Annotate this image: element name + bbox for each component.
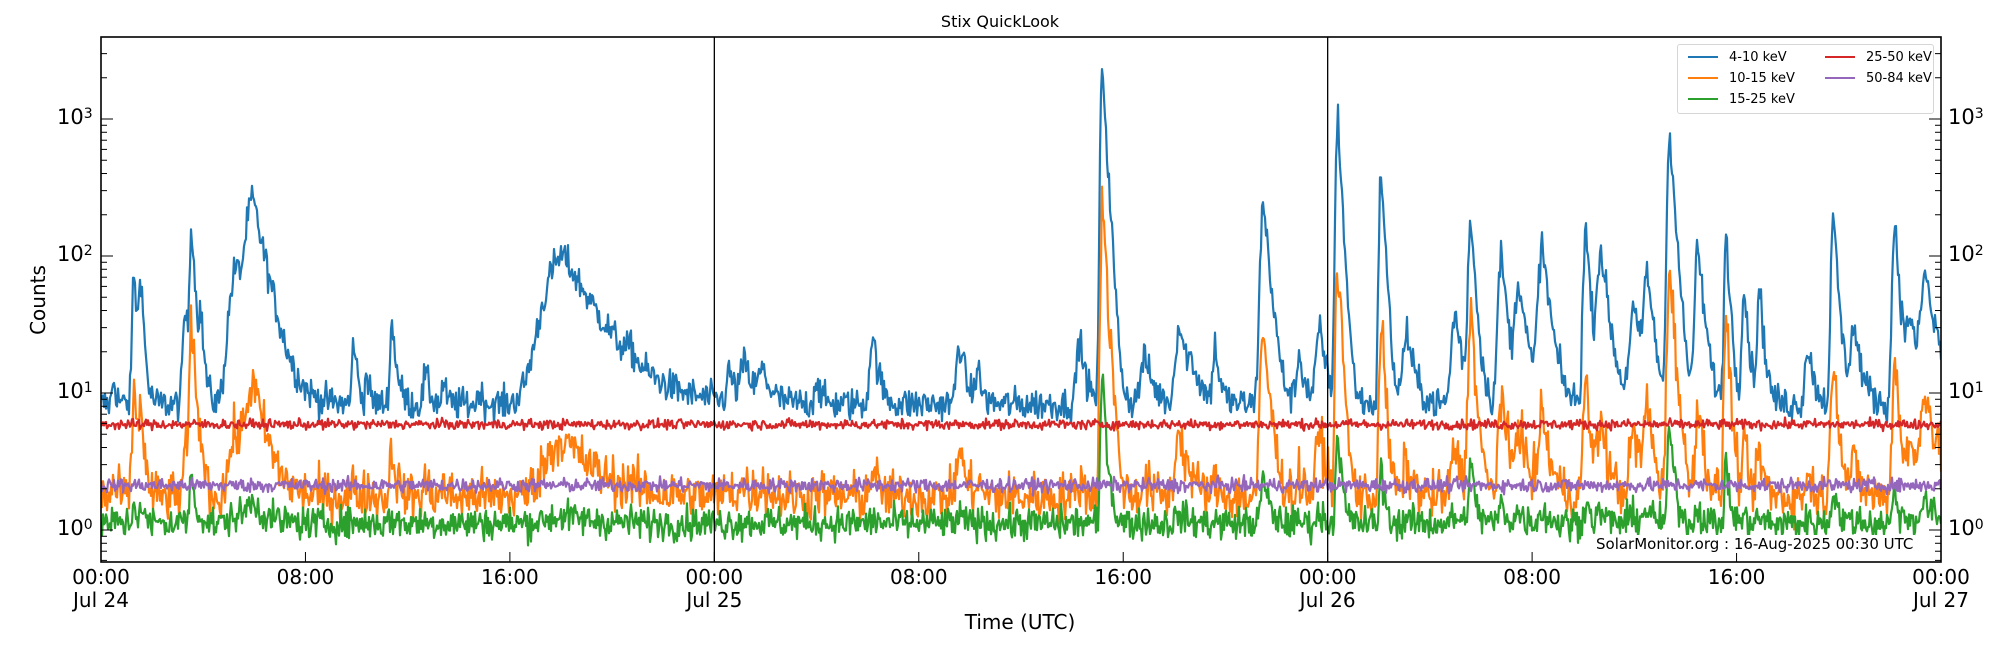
legend-label: 15-25 keV bbox=[1729, 91, 1795, 107]
legend-label: 25-50 keV bbox=[1866, 49, 1932, 65]
x-tick-label: 08:00 bbox=[276, 565, 335, 589]
legend-swatch-icon bbox=[1688, 98, 1718, 100]
y-tick-label-left: 102 bbox=[57, 242, 93, 266]
x-tick-label: 00:00 Jul 25 bbox=[685, 565, 744, 612]
watermark-annotation: SolarMonitor.org : 16-Aug-2025 00:30 UTC bbox=[1594, 535, 1916, 553]
x-tick-label: 08:00 bbox=[889, 565, 948, 589]
legend-item-15-25: 15-25 keV bbox=[1688, 90, 1795, 108]
x-tick-label: 16:00 bbox=[481, 565, 539, 589]
y-tick-label-right: 101 bbox=[1948, 379, 1984, 403]
legend-item-25-50: 25-50 keV bbox=[1825, 48, 1932, 66]
legend-label: 4-10 keV bbox=[1729, 49, 1787, 65]
legend-item-4-10: 4-10 keV bbox=[1688, 48, 1787, 66]
axes-frame bbox=[100, 36, 1942, 563]
legend-item-10-15: 10-15 keV bbox=[1688, 69, 1795, 87]
y-tick-label-right: 102 bbox=[1948, 242, 1984, 266]
legend-label: 50-84 keV bbox=[1866, 70, 1932, 86]
series-line-15-25-keV bbox=[101, 373, 1941, 547]
chart-title: Stix QuickLook bbox=[940, 12, 1060, 31]
x-tick-label: 16:00 bbox=[1707, 565, 1766, 589]
x-axis-label: Time (UTC) bbox=[964, 610, 1076, 634]
legend-swatch-icon bbox=[1688, 56, 1718, 58]
series-line-25-50-keV bbox=[101, 416, 1941, 433]
y-axis-label: Counts bbox=[26, 265, 50, 335]
series-line-10-15-keV bbox=[101, 185, 1941, 531]
legend: 4-10 keV 10-15 keV 15-25 keV 25-50 keV 5… bbox=[1677, 44, 1934, 114]
x-tick-label: 16:00 bbox=[1094, 565, 1153, 589]
legend-item-50-84: 50-84 keV bbox=[1825, 69, 1932, 87]
y-tick-label-right: 100 bbox=[1948, 516, 1984, 540]
x-tick-label: 00:00 Jul 27 bbox=[1912, 565, 1970, 612]
y-tick-label-right: 103 bbox=[1948, 105, 1984, 129]
y-tick-label-left: 100 bbox=[57, 516, 93, 540]
series-line-50-84-keV bbox=[101, 474, 1941, 497]
x-tick-label: 08:00 bbox=[1503, 565, 1561, 589]
legend-label: 10-15 keV bbox=[1729, 70, 1795, 86]
y-tick-label-left: 103 bbox=[57, 105, 93, 129]
y-tick-label-left: 101 bbox=[57, 379, 93, 403]
series-line-4-10-keV bbox=[101, 67, 1941, 426]
legend-swatch-icon bbox=[1825, 56, 1855, 58]
x-tick-label: 00:00 Jul 24 bbox=[72, 565, 130, 612]
x-tick-label: 00:00 Jul 26 bbox=[1298, 565, 1357, 612]
legend-swatch-icon bbox=[1825, 77, 1855, 79]
legend-swatch-icon bbox=[1688, 77, 1718, 79]
